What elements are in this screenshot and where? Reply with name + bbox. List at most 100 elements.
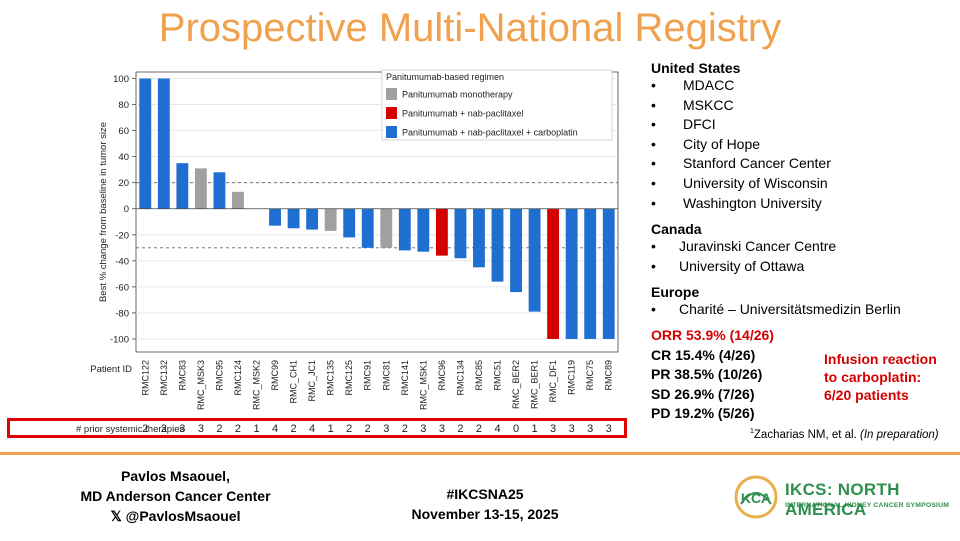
bullet-icon: • (651, 301, 656, 318)
reference-citation: 1Zacharias NM, et al. (In preparation) (750, 428, 939, 441)
bullet-icon: • (651, 116, 656, 133)
x-tick-label: RMC_BER1 (530, 360, 540, 409)
reference-status: (In preparation) (860, 428, 939, 441)
presenter-handle: @PavlosMsaouel (121, 508, 241, 524)
x-tick-label: RMC_CH1 (289, 360, 299, 404)
prior-therapy-count: 2 (235, 423, 241, 435)
y-tick-label: -80 (115, 308, 129, 319)
x-logo-icon: 𝕏 (110, 508, 122, 524)
x-tick-label: RMC_JC1 (307, 360, 317, 402)
bar (454, 208, 467, 259)
infusion-line-3: 6/20 patients (824, 387, 909, 403)
prior-therapy-count: 3 (179, 423, 185, 435)
legend-label: Panitumumab + nab-paclitaxel + carboplat… (402, 128, 578, 138)
stat-sd: SD 26.9% (7/26) (651, 385, 755, 402)
y-tick-label: 100 (113, 74, 129, 85)
site-item: • Washington University (651, 194, 956, 214)
site-name: Charité – Universitätsmedizin Berlin (679, 301, 901, 318)
x-axis-title: Patient ID (90, 364, 132, 375)
bar (157, 78, 170, 209)
bar (417, 208, 430, 252)
prior-therapy-count: 3 (606, 423, 612, 435)
bullet-icon: • (651, 155, 656, 172)
legend-label: Panitumumab + nab-paclitaxel (402, 109, 523, 119)
x-tick-label: RMC_MSK2 (252, 360, 262, 410)
x-tick-label: RMC124 (233, 360, 243, 396)
bar (398, 208, 411, 251)
prior-therapies-label: # prior systemic therapies (76, 424, 184, 435)
legend-swatch (386, 107, 397, 119)
y-tick-label: 0 (124, 204, 129, 215)
footer-divider (0, 452, 960, 455)
site-name: MDACC (683, 77, 735, 93)
bullet-icon: • (651, 77, 656, 93)
y-axis-label: Best % change from baseline in tumor siz… (98, 122, 109, 302)
x-tick-label: RMC_BER2 (511, 360, 521, 409)
legend-label: Panitumumab monotherapy (402, 90, 513, 100)
y-tick-label: 40 (118, 152, 129, 163)
stat-orr: ORR 53.9% (14/26) (651, 327, 774, 343)
bar (361, 208, 374, 248)
infusion-line-2: to carboplatin: (824, 369, 922, 385)
prior-therapy-count: 3 (439, 423, 445, 435)
bar (139, 78, 152, 209)
x-tick-label: RMC75 (585, 360, 595, 391)
prior-therapy-count: 3 (198, 423, 204, 435)
prior-therapy-count: 2 (161, 423, 167, 435)
prior-therapy-count: 2 (291, 423, 297, 435)
bar (269, 208, 281, 226)
x-tick-label: RMC96 (437, 360, 447, 391)
prior-therapy-count: 4 (494, 423, 500, 435)
bar (584, 208, 597, 339)
site-item: • MDACC (651, 76, 956, 96)
site-name: MSKCC (683, 96, 734, 113)
prior-therapy-count: 2 (457, 423, 463, 435)
bar (491, 208, 504, 282)
x-tick-label: RMC122 (140, 360, 150, 396)
legend-box (381, 69, 613, 141)
infusion-line-1: Infusion reaction (824, 351, 937, 367)
x-tick-label: RMC81 (381, 360, 391, 391)
legend-title: Panitumumab-based regimen (386, 72, 504, 82)
legend-swatch (386, 126, 397, 138)
bullet-icon: • (651, 257, 656, 274)
prior-therapy-count: 3 (569, 423, 575, 435)
region-heading: Europe (651, 284, 700, 301)
bar (602, 208, 615, 339)
bullet-icon: • (651, 194, 656, 211)
prior-therapies-highlight-box (7, 418, 627, 438)
x-tick-label: RMC85 (474, 360, 484, 391)
y-tick-label: 20 (118, 178, 129, 189)
site-item: • Juravinski Cancer Centre (651, 237, 956, 257)
prior-therapy-count: 4 (309, 423, 315, 435)
reference-text: Zacharias NM, et al. (753, 428, 860, 441)
bar (380, 208, 393, 248)
region-heading: Canada (651, 221, 702, 238)
bar (324, 208, 337, 231)
site-name: City of Hope (683, 135, 761, 152)
response-stats: ORR 53.9% (14/26) CR 15.4% (4/26) PR 38.… (651, 326, 774, 424)
prior-therapy-count: 3 (587, 423, 593, 435)
prior-therapy-count: 2 (142, 423, 148, 435)
bullet-icon: • (651, 174, 656, 191)
site-item: • University of Wisconsin (651, 174, 956, 194)
bar (435, 208, 448, 256)
site-name: Juravinski Cancer Centre (679, 238, 837, 255)
infusion-reaction-note: Infusion reaction to carboplatin: 6/20 p… (824, 350, 954, 404)
prior-therapy-count: 3 (550, 423, 556, 435)
region-heading: United States (651, 60, 741, 76)
x-tick-label: RMC141 (400, 360, 410, 396)
bar (547, 208, 560, 339)
conference-info: #IKCSNA25 November 13-15, 2025 (365, 484, 605, 524)
x-tick-label: RMC51 (493, 360, 503, 391)
bar (306, 208, 319, 230)
y-tick-label: -20 (115, 230, 129, 241)
bar (528, 208, 541, 312)
registry-sites-panel: United States • MDACC • MSKCC • DFCI • City of H… (651, 56, 956, 320)
x-tick-label: RMC135 (326, 360, 336, 396)
site-item: • MSKCC (651, 96, 956, 116)
logo-subtitle: INTERNATIONAL KIDNEY CANCER SYMPOSIUM (785, 502, 950, 509)
site-name: DFCI (683, 116, 716, 133)
kca-emblem-icon: KCA (734, 475, 778, 519)
